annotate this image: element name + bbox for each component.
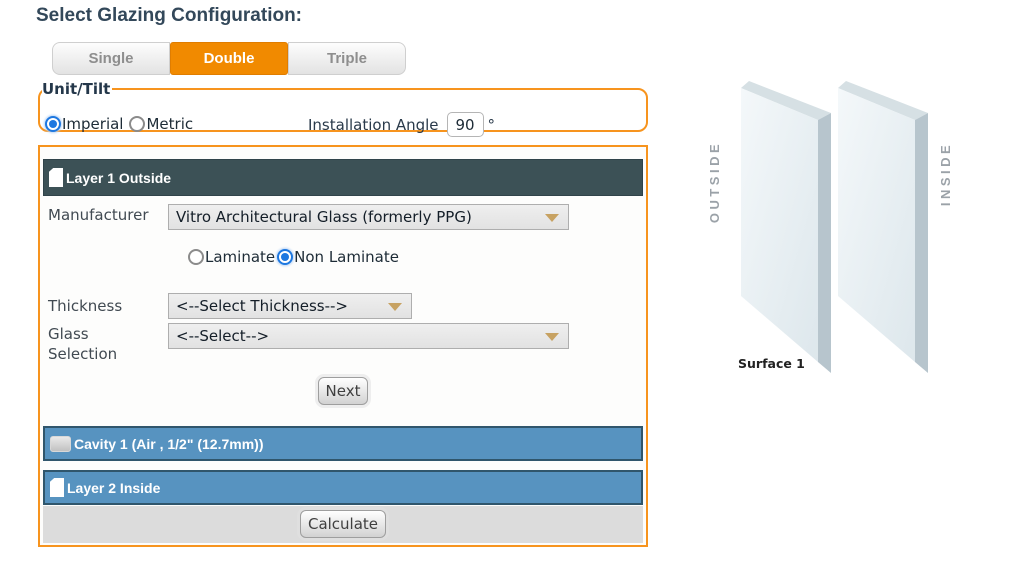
- laminate-radio-label[interactable]: Laminate: [205, 248, 276, 266]
- metric-radio[interactable]: [129, 116, 146, 132]
- page-title: Select Glazing Configuration:: [36, 5, 303, 26]
- degree-symbol: °: [487, 115, 496, 134]
- next-button-row: Next: [40, 377, 646, 405]
- glazing-config-panel: Layer 1 Outside Manufacturer Vitro Archi…: [38, 145, 648, 547]
- calculate-row: Calculate: [43, 506, 643, 543]
- glass-pane-1: [741, 81, 831, 373]
- units-radio-group: Imperial Metric: [45, 115, 199, 133]
- cavity-spacer-icon: [50, 435, 71, 452]
- imperial-radio-label[interactable]: Imperial: [62, 115, 124, 133]
- metric-radio-label[interactable]: Metric: [146, 115, 194, 133]
- thickness-select[interactable]: <--Select Thickness-->: [168, 293, 412, 319]
- thickness-select-value: <--Select Thickness-->: [176, 297, 348, 315]
- surface-1-label: Surface 1: [738, 356, 805, 371]
- glass-pane-2: [838, 81, 928, 373]
- manufacturer-select-value: Vitro Architectural Glass (formerly PPG): [176, 208, 472, 226]
- installation-angle-input[interactable]: [446, 112, 484, 137]
- cavity1-title: Cavity 1 (Air , 1/2" (12.7mm)): [74, 435, 264, 452]
- unit-tilt-fieldset: Unit/Tilt Imperial Metric Installation A…: [38, 80, 648, 137]
- dropdown-arrow-icon: [388, 303, 402, 311]
- unit-tilt-legend: Unit/Tilt: [42, 80, 111, 98]
- glazing-unit-illustration: OUTSIDE INSIDE Surface 1: [707, 81, 953, 373]
- layer2-title: Layer 2 Inside: [67, 479, 161, 496]
- calculate-button[interactable]: Calculate: [299, 510, 387, 538]
- glass-selection-select-value: <--Select-->: [176, 327, 270, 345]
- glass-selection-select[interactable]: <--Select-->: [168, 323, 569, 349]
- manufacturer-label: Manufacturer: [48, 206, 149, 224]
- dropdown-arrow-icon: [545, 333, 559, 341]
- glass-selection-label: Glass Selection: [48, 325, 118, 363]
- dropdown-arrow-icon: [545, 214, 559, 222]
- layer2-header-bar[interactable]: Layer 2 Inside: [43, 470, 643, 505]
- cavity1-header-bar[interactable]: Cavity 1 (Air , 1/2" (12.7mm)): [43, 426, 643, 461]
- imperial-radio[interactable]: [45, 116, 61, 132]
- installation-angle-row: Installation Angle °: [308, 112, 495, 137]
- layer1-page-icon: [49, 168, 63, 187]
- tab-single[interactable]: Single: [52, 42, 170, 75]
- thickness-label: Thickness: [48, 297, 123, 315]
- installation-angle-label: Installation Angle: [308, 115, 439, 134]
- layer1-title: Layer 1 Outside: [66, 169, 172, 186]
- non-laminate-radio-label[interactable]: Non Laminate: [294, 248, 399, 266]
- layer1-header-bar[interactable]: Layer 1 Outside: [43, 159, 643, 196]
- manufacturer-select[interactable]: Vitro Architectural Glass (formerly PPG): [168, 204, 569, 230]
- non-laminate-radio[interactable]: [277, 249, 294, 265]
- outside-label: OUTSIDE: [707, 141, 722, 223]
- inside-label: INSIDE: [938, 142, 953, 206]
- tab-double[interactable]: Double: [170, 42, 288, 75]
- layer2-page-icon: [50, 478, 64, 497]
- laminate-radio-group: Laminate Non Laminate: [188, 248, 401, 266]
- tab-triple[interactable]: Triple: [288, 42, 406, 75]
- glazing-tab-bar: Single Double Triple: [52, 42, 406, 75]
- next-button[interactable]: Next: [317, 377, 369, 405]
- laminate-radio[interactable]: [188, 249, 204, 265]
